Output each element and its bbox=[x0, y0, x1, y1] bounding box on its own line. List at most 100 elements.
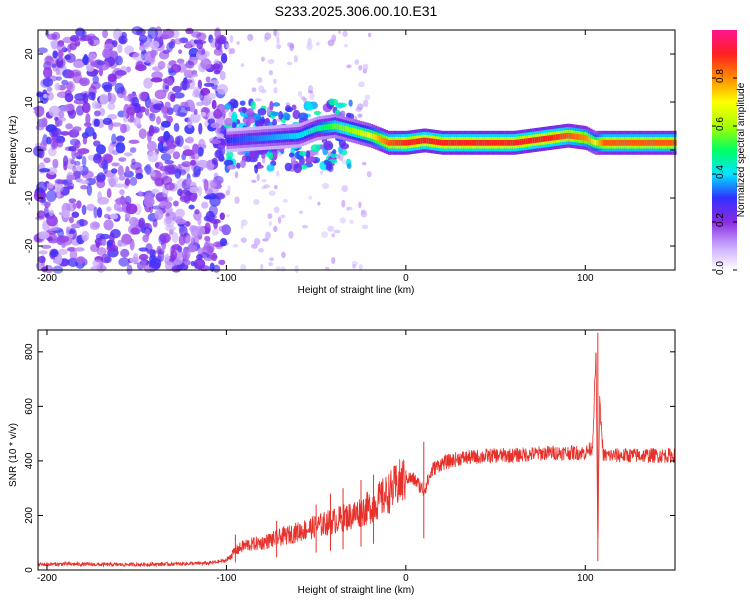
heatmap-noise-blob bbox=[46, 215, 58, 227]
heatmap-noise-blob bbox=[67, 247, 76, 252]
heatmap-ridge-cell bbox=[364, 131, 367, 137]
heatmap-ridge-cell bbox=[493, 139, 496, 146]
heatmap-noise-blob bbox=[171, 265, 182, 273]
heatmap-ridge-cell bbox=[534, 137, 537, 143]
heatmap-ridge bbox=[226, 114, 677, 155]
heatmap-faint-blob bbox=[354, 59, 360, 65]
heatmap-ridge-cell bbox=[672, 139, 675, 146]
heatmap-noise-blob bbox=[163, 130, 171, 141]
heatmap-noise-blob bbox=[156, 245, 162, 255]
heatmap-ridge-cell bbox=[342, 125, 345, 132]
heatmap-faint-blob bbox=[232, 244, 239, 248]
heatmap-ridge-cell bbox=[241, 136, 244, 143]
heatmap-noise-blob bbox=[55, 76, 62, 81]
heatmap-noise-blob bbox=[120, 248, 130, 258]
heatmap-noise-blob bbox=[99, 93, 109, 105]
heatmap-faint-blob bbox=[267, 213, 273, 219]
heatmap-faint-blob bbox=[341, 199, 346, 208]
heatmap-noise-blob bbox=[211, 228, 219, 236]
heatmap-faint-blob bbox=[358, 201, 362, 209]
heatmap-faint-blob bbox=[236, 41, 240, 45]
heatmap-noise-blob bbox=[81, 170, 94, 179]
heatmap-ridge-cell bbox=[622, 139, 625, 146]
heatmap-noise-blob bbox=[107, 175, 119, 185]
heatmap-faint-blob bbox=[277, 216, 282, 224]
heatmap-noise-blob bbox=[82, 30, 87, 38]
heatmap-noise-blob bbox=[119, 189, 125, 195]
heatmap-faint-blob bbox=[337, 30, 342, 34]
heatmap-ridge-cell bbox=[308, 128, 311, 135]
heatmap-ridge-cell bbox=[538, 136, 541, 143]
heatmap-noise-blob bbox=[138, 190, 143, 197]
heatmap-ridge-cell bbox=[297, 132, 300, 139]
heatmap-noise-blob bbox=[34, 105, 45, 117]
heatmap-noise-blob bbox=[195, 225, 206, 236]
heatmap-ridge-cell bbox=[456, 139, 460, 146]
heatmap-noise-blob bbox=[57, 49, 64, 58]
heatmap-noise-blob bbox=[190, 159, 197, 166]
heatmap-noise-blob bbox=[65, 123, 73, 130]
heatmap-noise-blob bbox=[90, 265, 103, 271]
heatmap-noise-blob bbox=[219, 212, 226, 221]
heatmap-noise-blob bbox=[107, 93, 117, 105]
heatmap-faint-blob bbox=[280, 214, 286, 219]
heatmap-noise-blob bbox=[110, 122, 122, 127]
heatmap-noise-blob bbox=[138, 217, 146, 229]
heatmap-noise-blob bbox=[211, 157, 218, 165]
heatmap-noise-blob bbox=[215, 192, 226, 200]
heatmap-ridge-cell bbox=[458, 139, 462, 146]
heatmap-noise-blob bbox=[35, 262, 42, 269]
heatmap-noise-blob bbox=[150, 77, 163, 83]
heatmap-ridge-cell bbox=[366, 131, 369, 138]
heatmap-ridge-cell bbox=[286, 133, 289, 140]
heatmap-ridge-cell bbox=[542, 135, 546, 142]
heatmap-ridge-cell bbox=[480, 139, 483, 146]
heatmap-noise-blob bbox=[35, 124, 45, 131]
heatmap-ridge-cell bbox=[603, 139, 606, 146]
heatmap-noise-blob bbox=[196, 39, 204, 50]
heatmap-noise-blob bbox=[76, 165, 84, 172]
heatmap-noise-blob bbox=[64, 92, 74, 103]
heatmap-ridge-cell bbox=[392, 139, 395, 146]
heatmap-faint-blob bbox=[247, 33, 254, 42]
heatmap-noise-blob bbox=[90, 61, 99, 68]
heatmap-noise-blob bbox=[129, 147, 137, 153]
heatmap-ridge-cell bbox=[547, 135, 550, 142]
heatmap-noise-blob bbox=[181, 161, 192, 168]
heatmap-ridge-cell bbox=[443, 139, 447, 146]
heatmap-noise-blob bbox=[107, 73, 117, 83]
heatmap-noise-blob bbox=[138, 34, 148, 44]
heatmap-noise-blob bbox=[72, 60, 84, 69]
heatmap-noise-blob bbox=[212, 63, 221, 70]
heatmap-ridge-cell bbox=[418, 138, 421, 145]
heatmap-ridge-cell bbox=[433, 138, 436, 145]
heatmap-noise-blob bbox=[185, 60, 195, 69]
heatmap-ridge-cell bbox=[299, 132, 302, 138]
heatmap-ridge-cell bbox=[661, 139, 664, 146]
heatmap-noise-blob bbox=[216, 133, 225, 138]
heatmap-faint-blob bbox=[273, 87, 278, 94]
heatmap-cluster-blob bbox=[340, 110, 346, 118]
heatmap-ridge-cell bbox=[512, 139, 516, 146]
heatmap-ridge-cell bbox=[409, 139, 412, 146]
heatmap-noise-blob bbox=[67, 44, 72, 53]
heatmap-ridge-cell bbox=[288, 133, 292, 140]
heatmap-ridge-cell bbox=[499, 139, 503, 146]
heatmap-ridge-cell bbox=[398, 139, 401, 146]
heatmap-noise-blob bbox=[189, 186, 200, 194]
heatmap-noise-blob bbox=[185, 178, 191, 187]
heatmap-cluster-blob bbox=[284, 162, 292, 172]
heatmap-noise-blob bbox=[135, 172, 144, 180]
heatmap-ridge-cell bbox=[484, 139, 488, 146]
heatmap-ridge-cell bbox=[230, 137, 234, 143]
heatmap-noise-blob bbox=[115, 197, 128, 206]
heatmap-noise-blob bbox=[145, 228, 151, 237]
heatmap-ridge-cell bbox=[514, 139, 518, 146]
heatmap-noise-blob bbox=[46, 190, 57, 203]
heatmap-ridge-cell bbox=[256, 135, 259, 142]
heatmap-ridge-cell bbox=[362, 130, 365, 137]
heatmap-ridge-cell bbox=[594, 139, 597, 146]
heatmap-noise-blob bbox=[210, 122, 220, 129]
heatmap-ridge-cell bbox=[327, 123, 330, 130]
heatmap-ridge-cell bbox=[495, 139, 498, 146]
